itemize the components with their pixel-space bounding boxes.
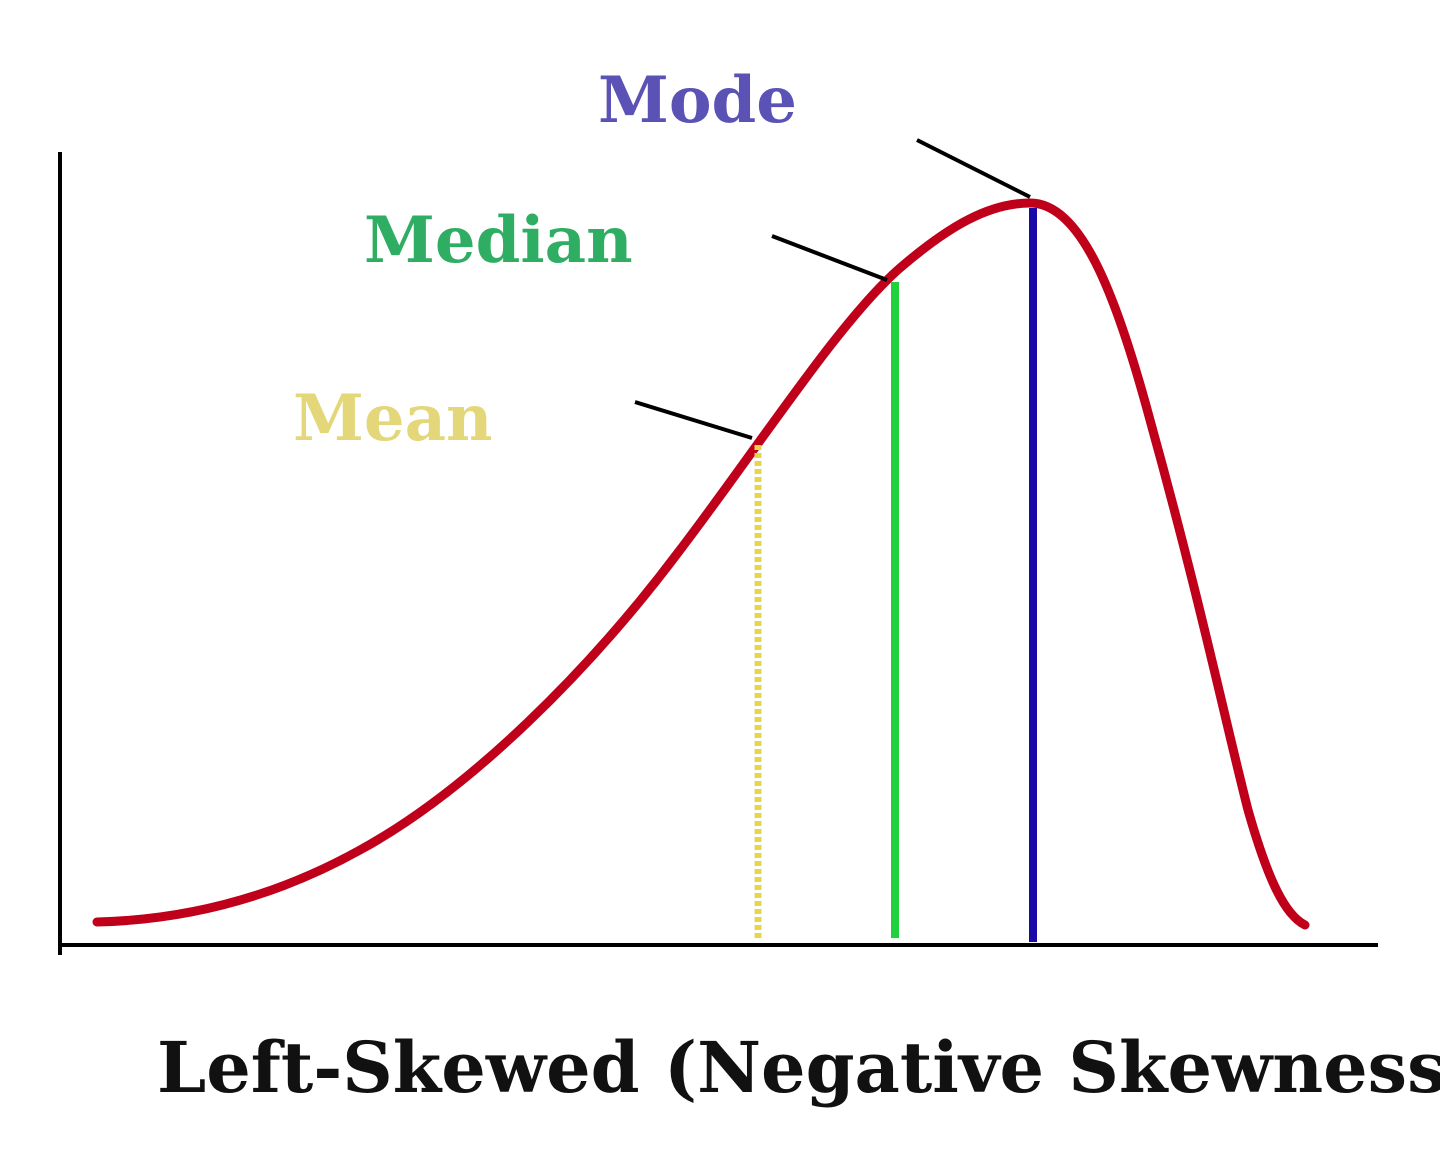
mode-label: Mode (598, 63, 797, 138)
mode-leader-line (916, 138, 1031, 199)
diagram-title: Left-Skewed (Negative Skewness) (157, 1026, 1440, 1109)
median-label: Median (364, 203, 633, 278)
mean-label: Mean (293, 381, 493, 456)
mean-leader-line (634, 400, 753, 440)
distribution-curve (92, 198, 1310, 930)
median-leader-line (771, 234, 888, 282)
